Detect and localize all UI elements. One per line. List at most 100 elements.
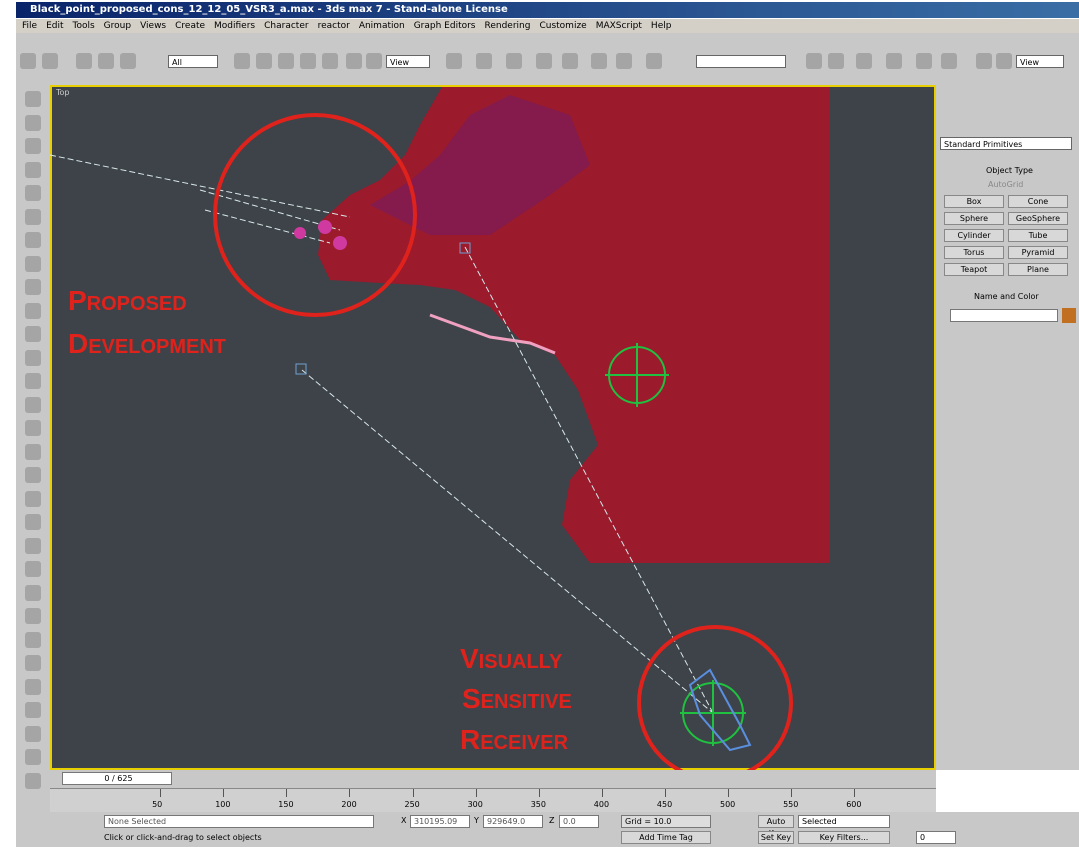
tool-icon[interactable]: [234, 53, 250, 69]
tool-icon[interactable]: [366, 53, 382, 69]
tool-icon[interactable]: [25, 396, 41, 413]
tool-icon[interactable]: [976, 53, 992, 69]
tool-icon[interactable]: [856, 53, 872, 69]
tool-icon[interactable]: [591, 53, 607, 69]
tool-icon[interactable]: [25, 255, 41, 272]
tool-icon[interactable]: [25, 561, 41, 577]
time-slider-thumb[interactable]: 0 / 625: [62, 772, 172, 785]
tool-icon[interactable]: [916, 53, 932, 69]
tool-icon[interactable]: [25, 749, 41, 765]
tool-icon[interactable]: [476, 53, 492, 69]
tool-icon[interactable]: [506, 53, 522, 69]
tool-icon[interactable]: [941, 53, 957, 69]
tool-icon[interactable]: [25, 655, 41, 671]
tool-icon[interactable]: [25, 373, 41, 389]
tool-icon[interactable]: [806, 53, 822, 69]
tool-icon[interactable]: [278, 53, 294, 69]
tool-icon[interactable]: [646, 53, 662, 69]
menu-item[interactable]: Views: [140, 21, 167, 31]
set-key-button[interactable]: Set Key: [758, 831, 794, 844]
primitive-button[interactable]: Box: [944, 195, 1004, 208]
named-selection[interactable]: [696, 55, 786, 68]
tool-icon[interactable]: [996, 53, 1012, 69]
tool-icon[interactable]: [25, 584, 41, 601]
tool-icon[interactable]: [120, 53, 136, 69]
auto-key-button[interactable]: Auto Key: [758, 815, 794, 838]
tool-icon[interactable]: [562, 53, 578, 69]
menu-item[interactable]: MAXScript: [595, 21, 642, 31]
primitive-button[interactable]: Cylinder: [944, 229, 1004, 242]
menu-item[interactable]: Group: [103, 21, 132, 31]
reference-coord[interactable]: View: [386, 55, 430, 68]
tool-icon[interactable]: [25, 725, 41, 742]
tool-icon[interactable]: [20, 53, 36, 69]
menu-item[interactable]: Character: [264, 21, 309, 31]
tool-icon[interactable]: [25, 91, 41, 107]
tool-icon[interactable]: [25, 467, 41, 483]
primitive-button[interactable]: Pyramid: [1008, 246, 1068, 259]
x-field[interactable]: 310195.09: [410, 815, 470, 828]
tool-icon[interactable]: [25, 678, 41, 695]
frame-field[interactable]: 0: [916, 831, 956, 844]
tool-icon[interactable]: [25, 702, 41, 718]
tool-icon[interactable]: [25, 232, 41, 248]
tool-icon[interactable]: [25, 138, 41, 154]
tool-icon[interactable]: [25, 490, 41, 507]
primitive-button[interactable]: GeoSphere: [1008, 212, 1068, 225]
tool-icon[interactable]: [25, 185, 41, 201]
tool-icon[interactable]: [76, 53, 92, 69]
autogrid-checkbox[interactable]: AutoGrid: [988, 180, 1024, 189]
tool-icon[interactable]: [25, 608, 41, 624]
tool-icon[interactable]: [25, 514, 41, 530]
tool-icon[interactable]: [25, 161, 41, 178]
tool-icon[interactable]: [446, 53, 462, 69]
y-field[interactable]: 929649.0: [483, 815, 543, 828]
tool-icon[interactable]: [346, 53, 362, 69]
tool-icon[interactable]: [536, 53, 552, 69]
primitive-button[interactable]: Teapot: [944, 263, 1004, 276]
menu-item[interactable]: Create: [175, 21, 206, 31]
add-time-tag[interactable]: Add Time Tag: [621, 831, 711, 844]
tool-icon[interactable]: [322, 53, 338, 69]
tool-icon[interactable]: [25, 114, 41, 131]
menu-item[interactable]: Modifiers: [214, 21, 256, 31]
tool-icon[interactable]: [616, 53, 632, 69]
primitive-button[interactable]: Plane: [1008, 263, 1068, 276]
z-field[interactable]: 0.0: [559, 815, 599, 828]
primitive-button[interactable]: Torus: [944, 246, 1004, 259]
key-filters-button[interactable]: Key Filters...: [798, 831, 890, 844]
tool-icon[interactable]: [25, 326, 41, 342]
tool-icon[interactable]: [98, 53, 114, 69]
tool-icon[interactable]: [25, 208, 41, 225]
tool-icon[interactable]: [25, 349, 41, 366]
tool-icon[interactable]: [828, 53, 844, 69]
tool-icon[interactable]: [25, 631, 41, 648]
tool-icon[interactable]: [25, 279, 41, 295]
primitive-button[interactable]: Sphere: [944, 212, 1004, 225]
menu-item[interactable]: Help: [650, 21, 672, 31]
viewport-select[interactable]: View: [1016, 55, 1064, 68]
primitive-button[interactable]: Tube: [1008, 229, 1068, 242]
menu-item[interactable]: Rendering: [484, 21, 531, 31]
menu-item[interactable]: Customize: [539, 21, 587, 31]
color-swatch[interactable]: [1062, 308, 1076, 323]
selection-filter[interactable]: All: [168, 55, 218, 68]
menu-item[interactable]: Animation: [358, 21, 405, 31]
tool-icon[interactable]: [25, 302, 41, 319]
category-dropdown[interactable]: Standard Primitives: [940, 137, 1072, 150]
primitive-button[interactable]: Cone: [1008, 195, 1068, 208]
key-mode-dropdown[interactable]: Selected: [798, 815, 890, 828]
tool-icon[interactable]: [42, 53, 58, 69]
tool-icon[interactable]: [25, 537, 41, 554]
tool-icon[interactable]: [300, 53, 316, 69]
tool-icon[interactable]: [256, 53, 272, 69]
menu-item[interactable]: Edit: [46, 21, 64, 31]
menu-item[interactable]: Tools: [72, 21, 95, 31]
tool-icon[interactable]: [886, 53, 902, 69]
menu-item[interactable]: reactor: [317, 21, 350, 31]
menu-item[interactable]: File: [22, 21, 38, 31]
tool-icon[interactable]: [25, 772, 41, 789]
tool-icon[interactable]: [25, 443, 41, 460]
tool-icon[interactable]: [25, 420, 41, 436]
name-field[interactable]: [950, 309, 1058, 322]
